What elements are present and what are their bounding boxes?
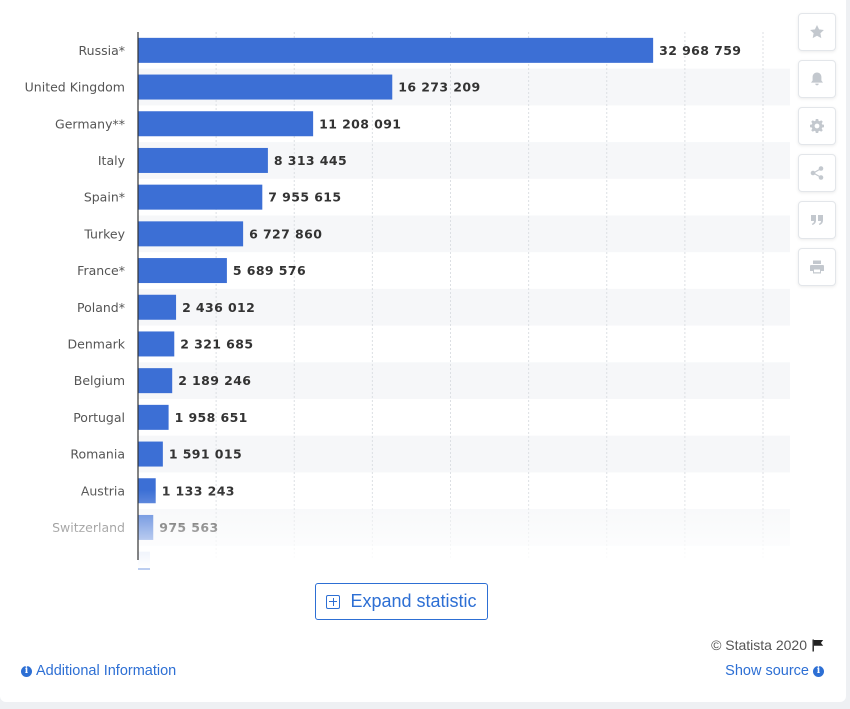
bar (138, 147, 268, 173)
print-button[interactable] (798, 248, 836, 286)
data-label: 32 968 759 (659, 43, 741, 58)
bar (138, 258, 227, 284)
row-band (138, 288, 790, 326)
category-label: France* (77, 263, 125, 278)
data-label: 2 189 246 (178, 373, 251, 388)
data-label: 16 273 209 (398, 80, 480, 95)
copyright-notice: © Statista 2020 (711, 637, 824, 653)
info-icon: i (813, 665, 824, 677)
bar (138, 368, 173, 394)
category-label: Poland* (77, 300, 125, 315)
bar (138, 184, 263, 210)
bar-chart: Russia* 32 968 759 United Kingdom 16 273 20… (0, 32, 790, 570)
additional-information-label: Additional Information (36, 663, 177, 679)
plus-box-icon (326, 594, 341, 609)
category-label: Belgium (74, 373, 125, 388)
row-band (138, 215, 790, 253)
flag-icon[interactable] (812, 639, 824, 652)
data-label: 8 313 445 (274, 153, 347, 168)
bar (138, 404, 169, 430)
favorite-button[interactable] (798, 13, 836, 51)
show-source-label: Show source (725, 663, 809, 679)
category-label: Spain* (84, 190, 125, 205)
data-label: 2 321 685 (180, 336, 253, 351)
cite-button[interactable] (798, 201, 836, 239)
category-label: United Kingdom (25, 80, 125, 95)
share-button[interactable] (798, 154, 836, 192)
additional-information-link[interactable]: i Additional Information (21, 663, 176, 679)
show-source-link[interactable]: Show source i (725, 663, 824, 679)
settings-button[interactable] (798, 107, 836, 145)
bell-icon (811, 72, 823, 86)
bar (138, 331, 175, 357)
quote-icon (811, 215, 823, 225)
category-label: Portugal (73, 410, 125, 425)
copyright-text: © Statista 2020 (711, 637, 807, 653)
category-label: Russia* (79, 43, 125, 58)
row-band (138, 435, 790, 473)
expand-statistic-label: Expand statistic (350, 591, 477, 611)
data-label: 2 436 012 (182, 300, 255, 315)
expand-statistic-button[interactable]: Expand statistic (315, 583, 488, 620)
side-toolbar (798, 13, 836, 295)
print-icon (810, 260, 824, 274)
row-band (138, 362, 790, 399)
bar (138, 111, 314, 137)
info-icon: i (21, 665, 32, 677)
category-label: Denmark (68, 336, 126, 351)
bar (138, 294, 177, 320)
category-label: Germany** (55, 116, 125, 131)
star-icon (810, 25, 824, 39)
category-label: Romania (70, 447, 125, 462)
bar (138, 74, 393, 100)
notification-button[interactable] (798, 60, 836, 98)
fade-overlay (0, 490, 790, 568)
category-label: Turkey (83, 226, 125, 241)
gear-icon (810, 119, 824, 133)
bar (138, 221, 244, 247)
data-label: 6 727 860 (249, 226, 322, 241)
data-label: 11 208 091 (319, 116, 401, 131)
data-label: 7 955 615 (268, 190, 341, 205)
share-icon (810, 166, 824, 180)
data-label: 1 958 651 (175, 410, 248, 425)
bar (138, 37, 654, 63)
data-label: 1 591 015 (169, 447, 242, 462)
data-label: 5 689 576 (233, 263, 306, 278)
bar (138, 441, 163, 467)
category-label: Italy (98, 153, 126, 168)
